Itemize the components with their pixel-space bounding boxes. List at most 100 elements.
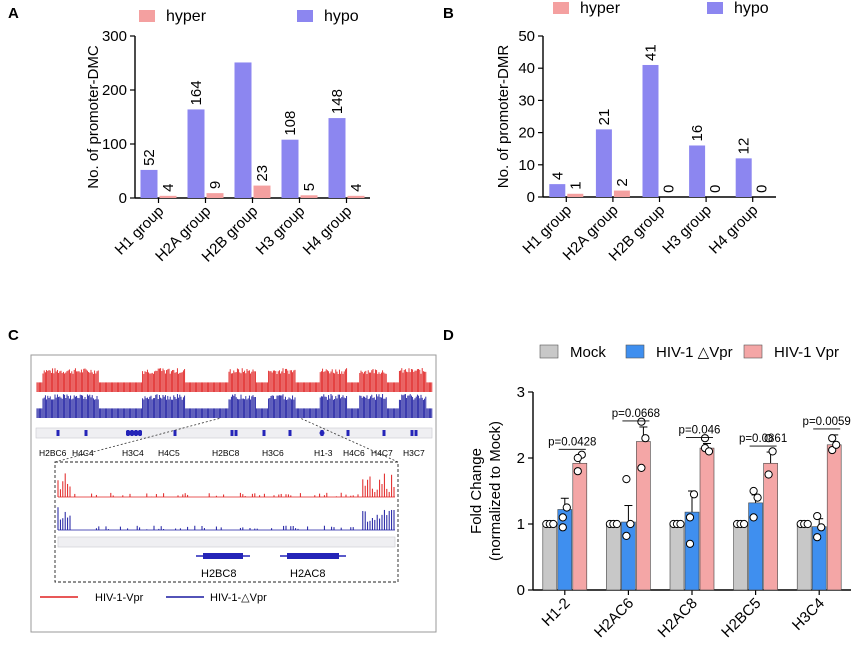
data-point xyxy=(689,490,699,499)
p-value-label: p=0.0059 xyxy=(803,416,851,428)
x-tick-label: H4 group xyxy=(706,202,762,258)
zoom-gene-models: H2BC8 H2AC8 xyxy=(196,553,346,580)
bar-mock xyxy=(669,523,685,591)
gene-mark xyxy=(414,430,418,436)
legend-label-hypo: hypo xyxy=(324,8,359,25)
gene-label: H4C5 xyxy=(158,448,180,458)
data-label-hypo: 12 xyxy=(736,138,753,155)
data-point xyxy=(622,531,631,540)
gene-label: H4C4 xyxy=(72,448,94,458)
gene-mark xyxy=(319,430,325,436)
zoom-guide-left xyxy=(54,417,222,463)
bar-dvpr xyxy=(684,511,700,591)
bar-hypo xyxy=(549,184,566,197)
data-point xyxy=(700,434,710,443)
gene-label: H4C6 xyxy=(343,448,365,458)
track-dvpr-zoom xyxy=(57,507,395,531)
x-tick-label: H3 group xyxy=(659,202,715,258)
gene-mark xyxy=(173,430,177,436)
data-label-hyper: 4 xyxy=(160,183,177,191)
panel-letter-b: B xyxy=(443,5,454,22)
bar-hypo xyxy=(735,158,752,197)
data-point xyxy=(612,519,622,529)
legend-label-vpr-track: HIV-1-Vpr xyxy=(95,592,144,604)
y-tick-label: 10 xyxy=(518,157,535,174)
y-axis-label: Fold Change (normalized to Mock) xyxy=(468,421,504,561)
y-tick-label: 0 xyxy=(517,582,525,599)
bar-hyper xyxy=(253,185,271,198)
x-tick-label: H2AC8 xyxy=(655,595,701,641)
data-point xyxy=(704,447,714,456)
data-label-hypo: 4 xyxy=(549,172,566,180)
gene-label: H2BC6 xyxy=(39,448,67,458)
zoom-box xyxy=(54,461,399,583)
y-tick-label: 0 xyxy=(527,189,535,206)
y-tick-label: 1 xyxy=(517,516,525,533)
data-point xyxy=(637,417,646,426)
panel-letter-a: A xyxy=(8,5,19,22)
p-value-label: p=0.0668 xyxy=(612,408,660,420)
gene-label: H4C7 xyxy=(371,448,393,458)
data-point xyxy=(753,493,762,502)
legend-label-hypo: hypo xyxy=(734,0,769,17)
bar-mock xyxy=(542,523,558,591)
gene-mark xyxy=(84,430,88,436)
y-tick-label: 2 xyxy=(517,450,525,467)
legend-a: hyper hypo xyxy=(139,8,359,25)
y-tick-label: 40 xyxy=(518,60,535,77)
track-vpr-full xyxy=(36,368,433,392)
zoom-gene-track-bar xyxy=(57,536,396,548)
legend-label-vpr: HIV-1 Vpr xyxy=(774,344,839,361)
data-label-hyper: 2 xyxy=(614,178,631,186)
x-tick-label: H3C4 xyxy=(789,595,828,634)
data-label-hypo: 21 xyxy=(596,109,613,126)
bar-vpr xyxy=(636,441,651,591)
bar-hypo xyxy=(689,145,706,197)
data-label-hyper: 9 xyxy=(207,181,224,189)
legend-d: Mock HIV-1 △Vpr HIV-1 Vpr xyxy=(539,344,839,361)
data-point xyxy=(768,447,777,456)
gene-mark xyxy=(230,430,234,436)
track-vpr-zoom xyxy=(57,473,395,498)
x-tick-label: H2AC6 xyxy=(591,595,637,641)
x-tick-label: H1-2 xyxy=(539,595,574,630)
data-point xyxy=(764,434,773,443)
bar-hypo xyxy=(595,129,612,197)
data-point xyxy=(558,513,567,522)
bar-hyper xyxy=(300,195,318,198)
legend-b: hyper hypo xyxy=(553,0,769,17)
y-axis-label: No. of promoter-DMC xyxy=(85,45,102,189)
data-point xyxy=(803,519,812,529)
x-tick-label: H3 group xyxy=(253,203,309,259)
x-tick-label: H4 group xyxy=(300,203,356,259)
data-point xyxy=(626,519,635,529)
data-label-hyper: 0 xyxy=(661,185,678,193)
data-label-hyper: 23 xyxy=(254,165,271,182)
p-value-label: p=0.0861 xyxy=(739,433,787,445)
data-point xyxy=(749,513,758,522)
p-value-label: p=0.0428 xyxy=(548,436,596,448)
gene-track-bar xyxy=(35,427,433,439)
zoom-guide-right xyxy=(299,417,399,463)
bar-hypo xyxy=(187,109,205,198)
gene-mark xyxy=(126,431,142,435)
x-tick-label: H2BC5 xyxy=(718,595,764,641)
bar-vpr xyxy=(763,462,778,591)
bar-hypo xyxy=(234,62,252,199)
data-point xyxy=(764,470,773,479)
track-dvpr-full xyxy=(36,394,433,418)
data-label-hyper: 1 xyxy=(567,181,584,189)
gene-mark xyxy=(56,430,60,436)
gene-exon-h2bc8 xyxy=(203,553,243,559)
bar-vpr xyxy=(826,444,842,591)
bar-mock xyxy=(796,523,812,591)
data-point xyxy=(813,511,822,521)
gene-labels-top: H2BC6 H4C4 H3C4 H4C5 H2BC8 H3C6 H1-3 H4C6 H4C7 H3… xyxy=(39,448,425,458)
bar-hyper xyxy=(159,195,177,198)
gene-exon-h2ac8 xyxy=(287,553,339,559)
legend-label-hyper: hyper xyxy=(166,8,207,25)
data-point xyxy=(828,434,837,443)
data-label-hypo: 148 xyxy=(329,89,346,114)
